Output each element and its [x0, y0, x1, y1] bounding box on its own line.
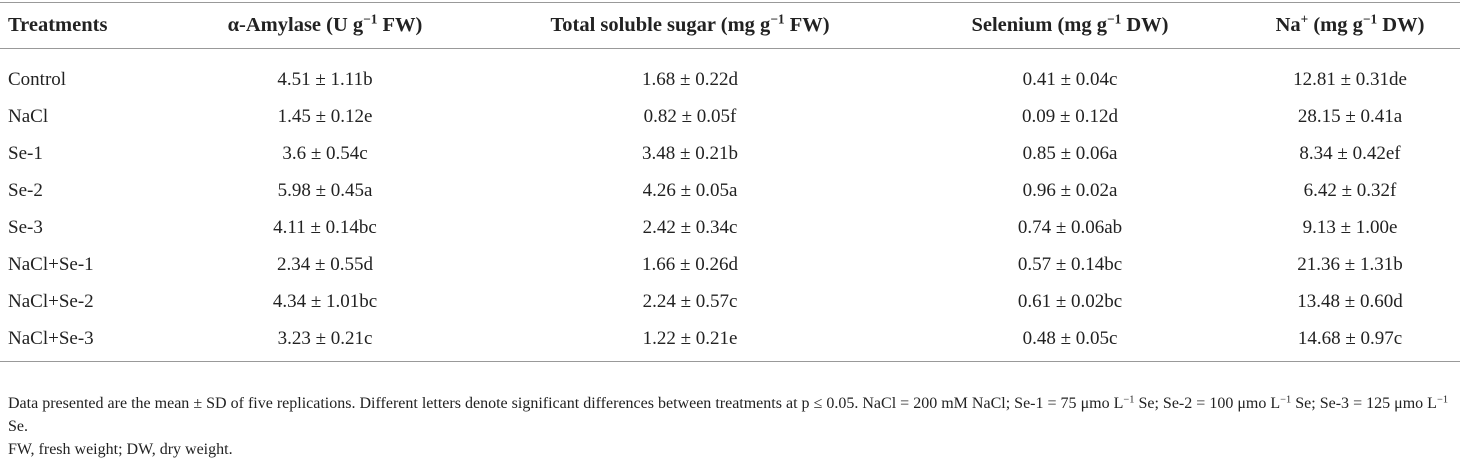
cell-value: 6.42 ± 0.32f — [1303, 179, 1397, 201]
cell-value: 0.82 ± 0.05f — [643, 105, 737, 127]
cell-value: 5.98 ± 0.45a — [277, 179, 373, 201]
cell-value: 0.09 ± 0.12d — [1022, 105, 1118, 127]
text: DW) — [1377, 14, 1425, 36]
text: FW) — [784, 14, 830, 36]
cell-value: 4.11 ± 0.14bc — [273, 216, 377, 238]
text: Se; Se-2 = 100 μmo L — [1134, 395, 1281, 412]
treatment-label: Control — [8, 68, 67, 90]
superscript: −1 — [1362, 11, 1378, 27]
cell-value: 4.51 ± 1.11b — [277, 68, 373, 90]
table-row: NaCl+Se-1 2.34 ± 0.55d 1.66 ± 0.26d 0.57 ± … — [0, 246, 1460, 283]
table-row: Control 4.51 ± 1.11b 1.68 ± 0.22d 0.41 ± 0.… — [0, 49, 1460, 99]
treatment-label: NaCl — [8, 105, 49, 127]
superscript: −1 — [1123, 394, 1135, 406]
treatment-label: NaCl+Se-1 — [8, 253, 94, 275]
header-row: Treatments α-Amylase (U g−1 FW) Total solu… — [0, 2, 1460, 49]
cell-value: 1.68 ± 0.22d — [642, 68, 738, 90]
treatment-label: Se-1 — [8, 142, 43, 164]
text: α-Amylase (U g — [227, 14, 364, 36]
table-body: Control 4.51 ± 1.11b 1.68 ± 0.22d 0.41 ± 0.… — [0, 49, 1460, 362]
text: Data presented are the mean ± SD of five… — [8, 395, 1124, 412]
column-header: Total soluble sugar (mg g−1 FW) — [480, 3, 900, 49]
treatment-label: Se-3 — [8, 216, 43, 238]
cell-value: 3.23 ± 0.21c — [277, 327, 373, 349]
table-notes: Data presented are the mean ± SD of five… — [8, 392, 1448, 461]
cell-value: 4.34 ± 1.01bc — [272, 290, 378, 312]
column-header: Na+ (mg g−1 DW) — [1240, 3, 1460, 49]
text: FW) — [377, 14, 423, 36]
cell-value: 2.24 ± 0.57c — [642, 290, 738, 312]
cell-value: 1.45 ± 0.12e — [277, 105, 373, 127]
table-row: NaCl+Se-2 4.34 ± 1.01bc 2.24 ± 0.57c 0.61 ±… — [0, 283, 1460, 320]
cell-value: 8.34 ± 0.42ef — [1299, 142, 1401, 164]
cell-value: 3.6 ± 0.54c — [282, 142, 368, 164]
column-header: α-Amylase (U g−1 FW) — [170, 3, 480, 49]
cell-value: 14.68 ± 0.97c — [1297, 327, 1403, 349]
cell-value: 21.36 ± 1.31b — [1297, 253, 1403, 275]
column-header: Selenium (mg g−1 DW) — [900, 3, 1240, 49]
table-row: Se-3 4.11 ± 0.14bc 2.42 ± 0.34c 0.74 ± 0.06… — [0, 209, 1460, 246]
cell-value: 12.81 ± 0.31de — [1293, 68, 1407, 90]
superscript: −1 — [363, 11, 378, 27]
cell-value: 28.15 ± 0.41a — [1297, 105, 1403, 127]
cell-value: 0.61 ± 0.02bc — [1017, 290, 1123, 312]
treatment-label: Se-2 — [8, 179, 43, 201]
superscript: −1 — [1280, 394, 1292, 406]
text: Se; Se-3 = 125 μmo L — [1291, 395, 1437, 412]
text: DW) — [1121, 14, 1169, 36]
cell-value: 4.26 ± 0.05a — [642, 179, 738, 201]
cell-value: 13.48 ± 0.60d — [1297, 290, 1403, 312]
cell-value: 0.74 ± 0.06ab — [1017, 216, 1123, 238]
cell-value: 9.13 ± 1.00e — [1302, 216, 1398, 238]
cell-value: 0.41 ± 0.04c — [1022, 68, 1118, 90]
cell-value: 1.22 ± 0.21e — [642, 327, 738, 349]
cell-value: 2.42 ± 0.34c — [642, 216, 738, 238]
cell-value: 1.66 ± 0.26d — [642, 253, 738, 275]
treatment-label: NaCl+Se-3 — [8, 327, 94, 349]
column-header: Treatments — [0, 3, 170, 49]
cell-value: 3.48 ± 0.21b — [642, 142, 738, 164]
cell-value: 0.48 ± 0.05c — [1022, 327, 1118, 349]
text: Total soluble sugar (mg g — [550, 14, 771, 36]
cell-value: 0.57 ± 0.14bc — [1017, 253, 1123, 275]
text: Selenium (mg g — [971, 14, 1107, 36]
text: Treatments — [8, 14, 108, 36]
superscript: −1 — [1107, 11, 1122, 27]
table-row: NaCl 1.45 ± 0.12e 0.82 ± 0.05f 0.09 ± 0.12d… — [0, 98, 1460, 135]
cell-value: 0.85 ± 0.06a — [1022, 142, 1118, 164]
table-row: Se-2 5.98 ± 0.45a 4.26 ± 0.05a 0.96 ± 0.02a… — [0, 172, 1460, 209]
superscript: −1 — [770, 11, 785, 27]
data-table: Treatments α-Amylase (U g−1 FW) Total solu… — [0, 2, 1460, 362]
text: Se. — [8, 418, 28, 435]
superscript: + — [1300, 11, 1309, 27]
cell-value: 2.34 ± 0.55d — [277, 253, 373, 275]
treatment-label: NaCl+Se-2 — [8, 290, 94, 312]
text: Na — [1275, 14, 1301, 36]
cell-value: 0.96 ± 0.02a — [1022, 179, 1118, 201]
superscript: −1 — [1436, 394, 1449, 406]
text: FW, fresh weight; DW, dry weight. — [8, 441, 233, 458]
footnote: FW, fresh weight; DW, dry weight. — [8, 438, 1448, 461]
table-row: Se-1 3.6 ± 0.54c 3.48 ± 0.21b 0.85 ± 0.06a 8… — [0, 135, 1460, 172]
text: (mg g — [1308, 14, 1363, 36]
table-row: NaCl+Se-3 3.23 ± 0.21c 1.22 ± 0.21e 0.48 ± … — [0, 320, 1460, 362]
footnote: Data presented are the mean ± SD of five… — [8, 392, 1448, 438]
